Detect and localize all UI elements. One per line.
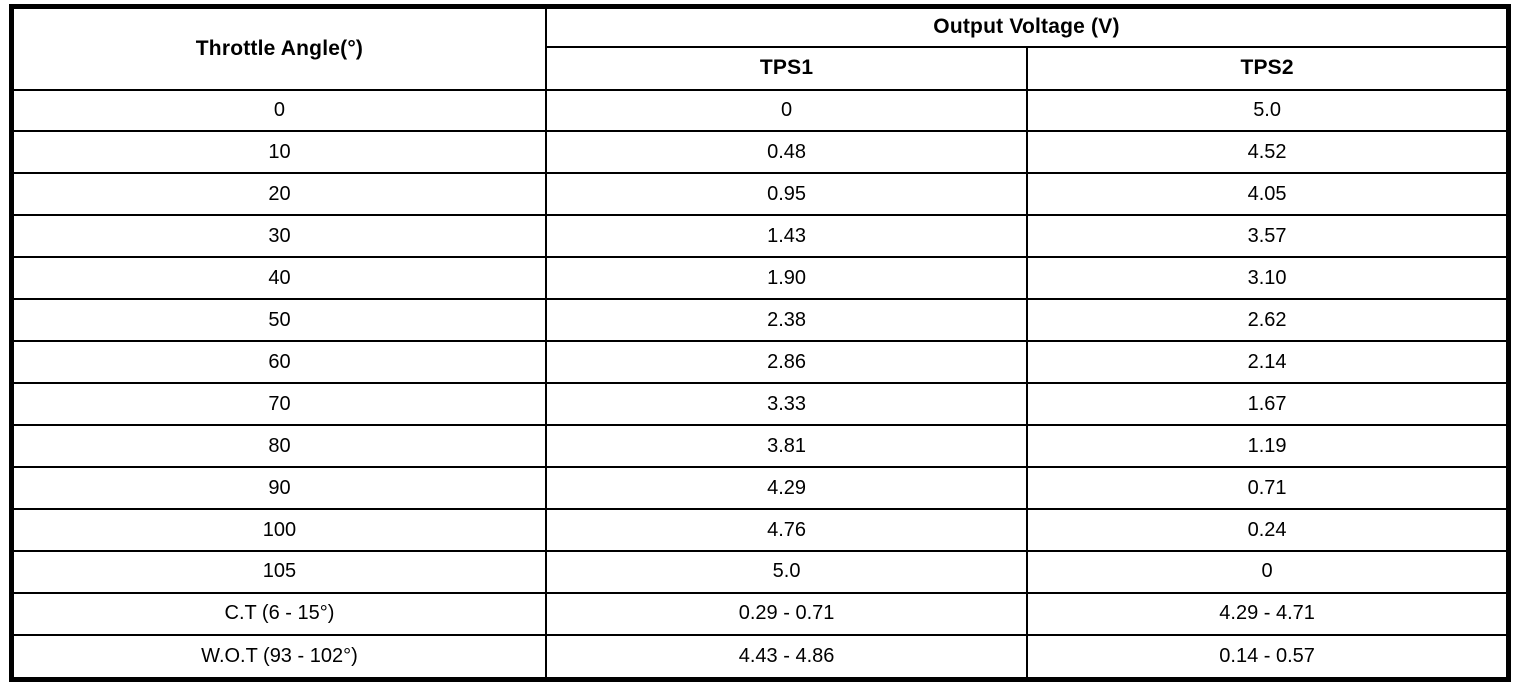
angle-cell: 60: [10, 340, 547, 385]
tps1-cell: 3.33: [544, 382, 1029, 427]
table-row: 50 2.38 2.62: [10, 298, 1510, 343]
angle-cell: 70: [10, 382, 547, 427]
angle-cell: 0: [10, 88, 547, 133]
angle-cell: 50: [10, 298, 547, 343]
tps1-cell: 0.48: [544, 130, 1029, 175]
table-row: 0 0 5.0: [10, 88, 1510, 133]
table-row: 90 4.29 0.71: [10, 466, 1510, 511]
tps1-cell: 3.81: [544, 424, 1029, 469]
angle-cell: 30: [10, 214, 547, 259]
angle-cell: 10: [10, 130, 547, 175]
tps2-cell: 2.62: [1026, 298, 1510, 343]
throttle-angle-header: Throttle Angle(°): [10, 5, 547, 91]
angle-cell: W.O.T (93 - 102°): [10, 633, 547, 681]
header-group-row: Throttle Angle(°) Output Voltage (V): [10, 5, 1510, 91]
output-voltage-header: Output Voltage (V): [544, 5, 1510, 48]
tps2-cell: 0.24: [1026, 508, 1510, 552]
tps2-cell: 1.19: [1026, 424, 1510, 469]
angle-cell: 80: [10, 424, 547, 469]
table-body: 0 0 5.0 10 0.48 4.52 20 0.95 4.05 30 1.43 3.57 40 1.9…: [10, 88, 1510, 681]
angle-cell: 105: [10, 549, 547, 594]
table-row: 70 3.33 1.67: [10, 382, 1510, 427]
tps2-cell: 0.71: [1026, 466, 1510, 511]
tps1-cell: 0.29 - 0.71: [544, 591, 1029, 636]
tps1-cell: 1.43: [544, 214, 1029, 259]
tps1-cell: 4.29: [544, 466, 1029, 511]
tps2-cell: 0: [1026, 549, 1510, 594]
header-sub-row: TPS1 TPS2: [12, 45, 1510, 91]
tps1-cell: 5.0: [544, 549, 1029, 594]
tps2-cell: 2.14: [1026, 340, 1510, 385]
angle-cell: 40: [10, 256, 547, 301]
tps2-cell: 3.57: [1026, 214, 1510, 259]
table-row: C.T (6 - 15°) 0.29 - 0.71 4.29 - 4.71: [10, 591, 1510, 636]
tps1-header: TPS1: [544, 45, 1029, 91]
tps-voltage-table: Throttle Angle(°) Output Voltage (V) TPS…: [9, 4, 1511, 682]
table-row: 105 5.0 0: [10, 549, 1510, 594]
tps1-cell: 1.90: [544, 256, 1029, 301]
table-row: 80 3.81 1.19: [10, 424, 1510, 469]
angle-cell: 100: [10, 508, 547, 552]
angle-cell: 20: [10, 172, 547, 217]
tps2-cell: 4.52: [1026, 130, 1510, 175]
tps2-cell: 5.0: [1026, 88, 1510, 133]
tps1-cell: 2.86: [544, 340, 1029, 385]
tps1-cell: 4.43 - 4.86: [544, 633, 1029, 681]
table-row: 20 0.95 4.05: [10, 172, 1510, 217]
tps1-cell: 4.76: [544, 508, 1029, 552]
table-header: Throttle Angle(°) Output Voltage (V) TPS…: [10, 5, 1510, 91]
tps2-cell: 4.29 - 4.71: [1026, 591, 1510, 636]
table-row: 100 4.76 0.24: [10, 508, 1510, 552]
tps1-cell: 2.38: [544, 298, 1029, 343]
tps2-cell: 1.67: [1026, 382, 1510, 427]
table-row: 40 1.90 3.10: [10, 256, 1510, 301]
table-row: W.O.T (93 - 102°) 4.43 - 4.86 0.14 - 0.57: [10, 633, 1510, 681]
tps1-cell: 0.95: [544, 172, 1029, 217]
tps2-cell: 4.05: [1026, 172, 1510, 217]
tps2-header: TPS2: [1026, 45, 1510, 91]
tps2-cell: 3.10: [1026, 256, 1510, 301]
tps1-cell: 0: [544, 88, 1029, 133]
table-row: 60 2.86 2.14: [10, 340, 1510, 385]
table-row: 10 0.48 4.52: [10, 130, 1510, 175]
tps2-cell: 0.14 - 0.57: [1026, 633, 1510, 681]
angle-cell: 90: [10, 466, 547, 511]
angle-cell: C.T (6 - 15°): [10, 591, 547, 636]
table-row: 30 1.43 3.57: [10, 214, 1510, 259]
